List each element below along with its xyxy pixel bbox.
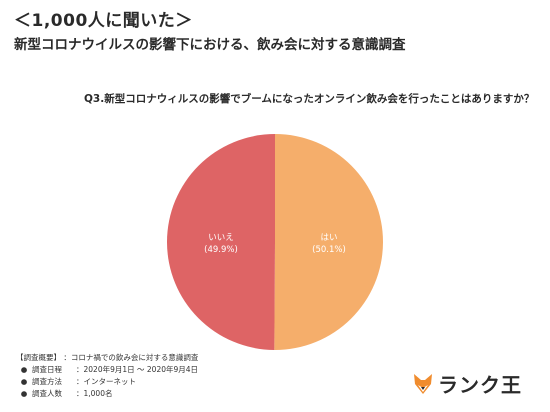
question-text: Q3.新型コロナウィルスの影響でブームになったオンライン飲み会を行ったことはあり… — [84, 93, 535, 105]
fox-icon — [414, 373, 432, 394]
pie-slice-1 — [167, 134, 275, 350]
slice-label: はい — [320, 233, 337, 243]
slice-value-label: (49.9%) — [204, 245, 238, 255]
survey-label: ＜1,000人に聞いた＞ — [14, 11, 193, 31]
overview-label: 【調査概要】 — [16, 353, 61, 362]
overview-row-count: ● 調査人数 ：1,000名 — [16, 388, 198, 400]
overview-row: 【調査概要】 ：コロナ禍での飲み会に対する意識調査 — [16, 352, 198, 364]
slice-label: いいえ — [208, 233, 234, 243]
overview-value: ：インターネット — [76, 377, 136, 386]
overview-value: ：2020年9月1日 ～ 2020年9月4日 — [76, 365, 199, 374]
bullet-icon: ● — [20, 377, 28, 386]
bullet-icon: ● — [20, 389, 28, 398]
overview-row-method: ● 調査方法 ：インターネット — [16, 376, 198, 388]
slice-value-label: (50.1%) — [312, 245, 346, 255]
overview-key: 調査方法 — [32, 377, 62, 386]
header: ＜1,000人に聞いた＞ 新型コロナウイルスの影響下における、飲み会に対する意識… — [14, 6, 406, 53]
logo-text: ランク王 — [438, 373, 522, 397]
overview-key: 調査日程 — [32, 365, 62, 374]
pie-slice-0 — [274, 134, 384, 350]
overview-row-schedule: ● 調査日程 ：2020年9月1日 ～ 2020年9月4日 — [16, 364, 198, 376]
survey-overview: 【調査概要】 ：コロナ禍での飲み会に対する意識調査 ● 調査日程 ：2020年9月1… — [16, 352, 198, 400]
overview-value: ：1,000名 — [76, 389, 113, 398]
overview-key: 調査人数 — [32, 389, 62, 398]
bullet-icon: ● — [20, 365, 28, 374]
overview-value: ：コロナ禍での飲み会に対する意識調査 — [63, 353, 199, 362]
survey-title: 新型コロナウイルスの影響下における、飲み会に対する意識調査 — [14, 37, 406, 53]
rankking-logo: ランク王 — [412, 369, 522, 398]
